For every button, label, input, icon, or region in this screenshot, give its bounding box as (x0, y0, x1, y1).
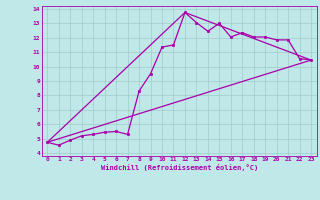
X-axis label: Windchill (Refroidissement éolien,°C): Windchill (Refroidissement éolien,°C) (100, 164, 258, 171)
